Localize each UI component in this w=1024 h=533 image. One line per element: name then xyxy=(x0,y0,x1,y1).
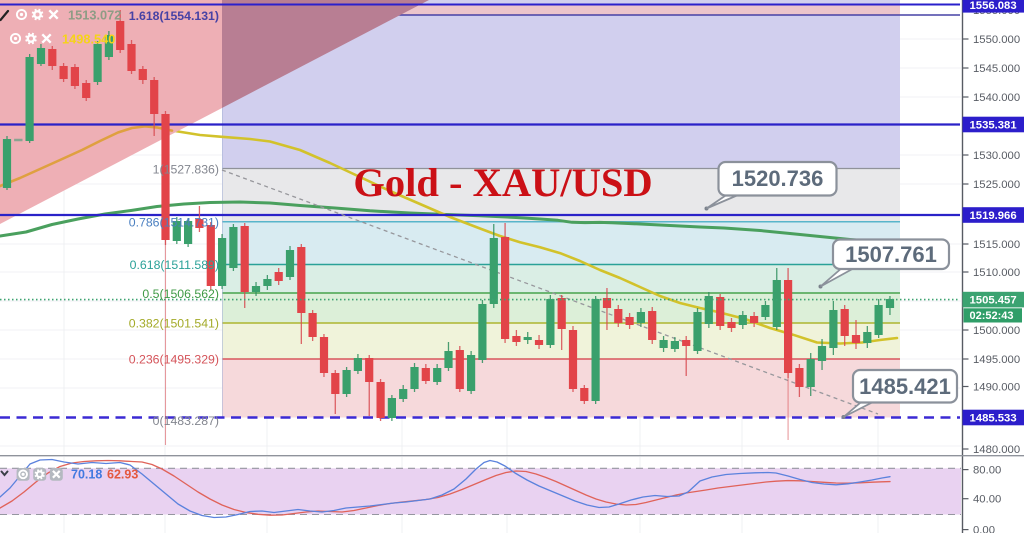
svg-text:1550.000: 1550.000 xyxy=(973,34,1020,46)
svg-text:Gold - XAU/USD: Gold - XAU/USD xyxy=(353,160,652,205)
svg-text:1520.736: 1520.736 xyxy=(732,166,824,191)
svg-text:40.00: 40.00 xyxy=(973,494,1001,506)
svg-text:1530.000: 1530.000 xyxy=(973,150,1020,162)
svg-text:0.382(1501.541): 0.382(1501.541) xyxy=(129,316,219,330)
svg-text:1545.000: 1545.000 xyxy=(973,63,1020,75)
svg-text:1525.000: 1525.000 xyxy=(973,179,1020,191)
svg-text:80.00: 80.00 xyxy=(973,465,1001,477)
svg-text:1540.000: 1540.000 xyxy=(973,92,1020,104)
svg-text:1513.072: 1513.072 xyxy=(68,7,121,22)
svg-text:1498.540: 1498.540 xyxy=(62,31,115,46)
svg-text:1480.000: 1480.000 xyxy=(973,444,1020,456)
svg-text:1507.761: 1507.761 xyxy=(845,242,937,267)
svg-text:1485.421: 1485.421 xyxy=(859,374,951,399)
svg-text:1.618(1554.131): 1.618(1554.131) xyxy=(129,9,219,23)
svg-text:1556.083: 1556.083 xyxy=(970,0,1017,12)
svg-text:1535.381: 1535.381 xyxy=(970,120,1017,132)
svg-text:70.18: 70.18 xyxy=(71,467,102,481)
svg-text:0(1483.287): 0(1483.287) xyxy=(153,414,219,428)
svg-text:0.00: 0.00 xyxy=(973,525,995,533)
svg-text:1485.533: 1485.533 xyxy=(970,413,1017,425)
svg-text:0.618(1511.589): 0.618(1511.589) xyxy=(130,258,219,272)
svg-text:1495.000: 1495.000 xyxy=(973,354,1020,366)
svg-text:0.786(1514.731): 0.786(1514.731) xyxy=(129,215,219,229)
svg-text:1510.000: 1510.000 xyxy=(973,267,1020,279)
svg-text:02:52:43: 02:52:43 xyxy=(970,310,1014,322)
svg-text:1500.000: 1500.000 xyxy=(973,325,1020,337)
svg-text:1505.457: 1505.457 xyxy=(970,295,1017,307)
svg-text:1519.966: 1519.966 xyxy=(970,210,1017,222)
svg-text:1490.000: 1490.000 xyxy=(973,382,1020,394)
svg-text:0.236(1495.329): 0.236(1495.329) xyxy=(129,352,219,366)
svg-text:62.93: 62.93 xyxy=(107,467,138,481)
svg-text:0.5(1506.562): 0.5(1506.562) xyxy=(142,287,219,301)
svg-text:1515.000: 1515.000 xyxy=(973,239,1020,251)
svg-text:1(1527.836): 1(1527.836) xyxy=(153,162,219,176)
